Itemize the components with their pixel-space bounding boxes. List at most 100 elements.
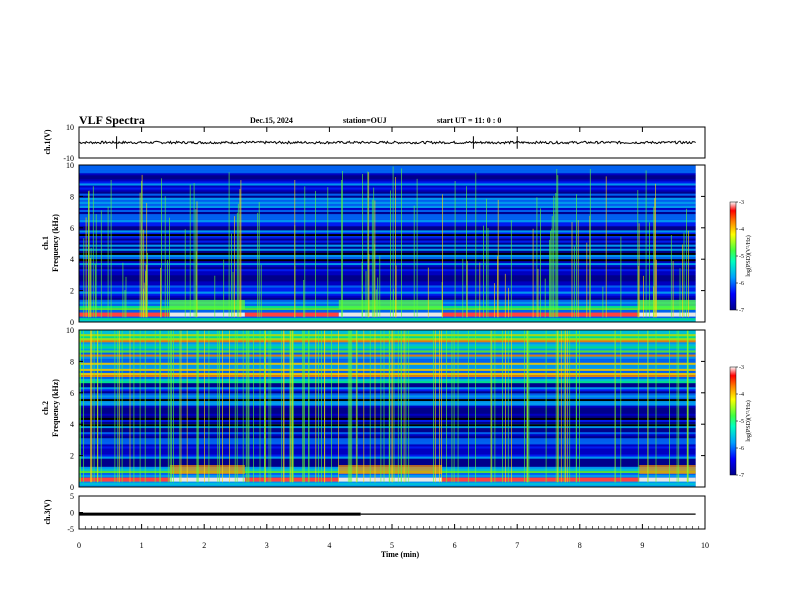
xtick-label: 5 [390, 541, 394, 550]
spectrogram-band [79, 382, 696, 386]
spectrogram-band [79, 193, 696, 196]
spectrogram-band [79, 238, 696, 241]
spectrogram-band [79, 378, 696, 382]
spectrogram-dark-band [79, 417, 696, 420]
spectrogram-ytick-label: 6 [70, 224, 74, 233]
start-time-label: start UT = 11: 0 : 0 [437, 116, 501, 125]
spectrogram-band [79, 380, 696, 384]
ch1-spectrogram-frame [78, 164, 706, 323]
spectrogram-band [79, 376, 696, 380]
spectrogram-band [79, 191, 696, 194]
date-label: Dec.15, 2024 [250, 116, 293, 125]
spectrogram-band [79, 189, 696, 192]
spectrogram-dark-band [79, 399, 696, 402]
spectrogram-band [79, 177, 696, 180]
spectrogram-segment [169, 477, 245, 482]
spectrogram-band [79, 291, 696, 294]
spectrogram-band [79, 346, 696, 349]
spectrogram-band [79, 333, 696, 337]
ch1-colorbar-ticks: -3 -4 -5 -6 -7 [736, 200, 744, 314]
spectrogram-band [79, 250, 696, 253]
spectrogram-band [79, 366, 696, 369]
spectrogram-band [79, 171, 696, 174]
spectrogram-band [79, 211, 696, 215]
ch3-ytick-label: -5 [67, 525, 74, 534]
spectrogram-band [79, 217, 696, 221]
spectrogram-segment [79, 477, 170, 482]
colorbar-tick-label: -7 [739, 308, 744, 314]
spectrogram-band [79, 295, 696, 298]
spectrogram-band [79, 452, 696, 455]
spectrogram-band [79, 336, 696, 339]
ch1-waveform-trace [78, 136, 696, 149]
spectrogram-band [79, 480, 696, 484]
time-axis-ticks: 0 1 2 3 4 5 6 7 8 9 10 [77, 127, 709, 550]
spectrogram-band [79, 287, 696, 290]
ch2-spectrogram-image [79, 329, 696, 488]
spectrogram-segment-band [639, 465, 696, 475]
spectrogram-band [79, 419, 696, 422]
ch3-signal-frame [78, 495, 706, 530]
spectrogram-dark-band [79, 259, 696, 262]
spectrogram-band [79, 403, 696, 406]
spectrogram-band [79, 344, 696, 347]
figure-title: VLF Spectra [79, 113, 145, 127]
spectrogram-band [79, 320, 696, 323]
spectrogram-band [79, 228, 696, 231]
spectrogram-band [79, 329, 696, 333]
spectrogram-band [79, 474, 696, 478]
spectrogram-band [79, 236, 696, 239]
spectrogram-band [79, 197, 696, 200]
ch2-channel-label: ch.2 [41, 401, 50, 415]
spectrogram-band [79, 309, 696, 313]
ch1-colorbar [729, 201, 737, 311]
spectrogram-band [79, 187, 696, 190]
spectrogram-band [79, 222, 696, 225]
spectrogram-ytick-label: 2 [70, 452, 74, 461]
spectrogram-band [79, 405, 696, 408]
spectrogram-band [79, 397, 696, 400]
ch2-colorbar-label: log(PSD)(V²/Hz) [745, 400, 752, 441]
ch1-waveform-ylabel: ch.1(V) [43, 129, 52, 154]
spectrogram-band [79, 175, 696, 178]
ch1-spectrogram-yticks: 0 2 4 6 8 10 [66, 161, 705, 327]
station-label: station=OUJ [343, 116, 387, 125]
spectrogram-band [79, 254, 696, 257]
spectrogram-band [79, 203, 696, 206]
spectrogram-ytick-label: 8 [70, 192, 74, 201]
spectrogram-band [79, 215, 696, 219]
spectrogram-band [79, 340, 696, 343]
spectrogram-band [79, 275, 696, 278]
ch2-colorbar-ticks: -3 -4 -5 -6 -7 [736, 365, 744, 479]
spectrogram-band [79, 264, 696, 268]
spectrogram-band [79, 246, 696, 249]
spectrogram-band [79, 297, 696, 300]
colorbar-tick-label: -4 [739, 227, 744, 233]
ch1-ytick-bottom: -10 [63, 154, 74, 163]
colorbar-tick-label: -5 [739, 254, 744, 260]
spectrogram-band [79, 224, 696, 227]
spectrogram-band [79, 315, 696, 319]
spectrogram-band [79, 277, 696, 280]
ch2-frequency-label: Frequency (kHz) [51, 379, 60, 437]
spectrogram-band [79, 248, 696, 251]
spectrogram-band [79, 279, 696, 282]
spectrogram-band [79, 181, 696, 184]
spectrogram-band [79, 454, 696, 457]
spectrogram-band [79, 364, 696, 367]
spectrogram-band [79, 431, 696, 435]
spectrogram-band [79, 385, 696, 388]
spectrogram-band [79, 391, 696, 394]
colorbar-tick-label: -6 [739, 281, 744, 287]
ch1-colorbar-label: log(PSD)(V²/Hz) [745, 235, 752, 276]
spectrogram-band [79, 358, 696, 361]
spectrogram-band [79, 185, 696, 188]
spectrogram-band [79, 260, 696, 264]
ch3-ytick-label: 5 [70, 492, 74, 501]
time-axis-label: Time (min) [381, 550, 420, 559]
spectrogram-band [79, 289, 696, 292]
spectrogram-band [79, 407, 696, 410]
